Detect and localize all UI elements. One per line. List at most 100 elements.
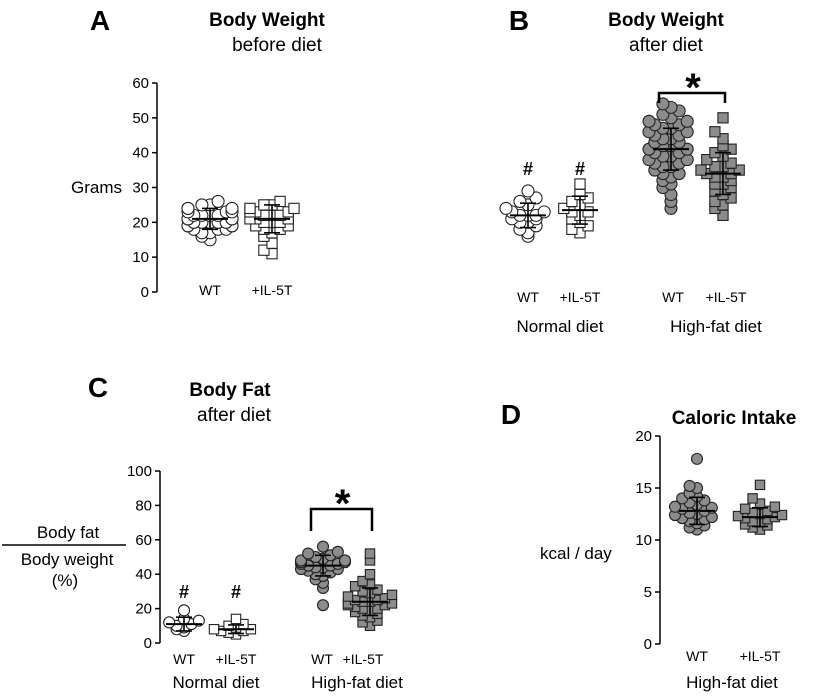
panel-d-y-tick-label: 15	[635, 480, 652, 497]
panel-c-y-tick-label: 60	[135, 532, 152, 549]
panel-c-points: # # *	[163, 482, 398, 640]
panel-b-subtitle: after diet	[629, 35, 704, 56]
data-point	[316, 540, 330, 553]
panel-a: A Body Weight before diet Grams 0 10 20 30 4…	[71, 5, 326, 301]
panel-b-category-wt-normal: WT	[517, 289, 539, 305]
significance-hash: #	[231, 582, 241, 602]
panel-a-y-tick-label: 50	[132, 110, 149, 127]
data-point	[695, 164, 707, 176]
data-point	[225, 201, 239, 215]
panel-b-category-il5t-normal: +IL-5T	[560, 289, 601, 305]
panel-a-title: Body Weight	[209, 10, 325, 31]
panel-a-y-axis: 0 10 20 30 40 50 60	[132, 75, 158, 301]
panel-c-y-tick-label: 100	[127, 463, 152, 480]
data-point	[342, 591, 354, 602]
panel-d-y-tick-label: 20	[635, 428, 652, 445]
data-point	[574, 178, 586, 190]
data-point	[364, 568, 376, 580]
panel-a-y-tick-label: 40	[132, 145, 149, 162]
data-point	[725, 157, 737, 169]
panel-c-y-tick-label: 0	[144, 635, 152, 652]
panel-c-category-il5t-highfat: +IL-5T	[343, 651, 384, 667]
panel-c: C Body Fat after diet Body fat Body weig…	[2, 372, 403, 692]
panel-c-group-normal-diet: Normal diet	[173, 673, 260, 692]
panel-c-y-tick-label: 20	[135, 601, 152, 618]
data-point	[258, 244, 270, 256]
panel-a-category-wt: WT	[199, 282, 221, 298]
data-point	[732, 510, 744, 522]
data-point	[163, 616, 176, 629]
panel-c-y-axis-label-unit: (%)	[52, 571, 78, 590]
significance-bracket	[657, 91, 727, 103]
data-point	[709, 126, 721, 138]
data-point	[177, 604, 191, 617]
panel-a-y-tick-label: 60	[132, 75, 149, 92]
panel-d-category-wt: WT	[686, 648, 708, 664]
significance-bracket	[309, 507, 374, 531]
data-point	[181, 201, 195, 215]
panel-a-y-tick-label: 10	[132, 249, 149, 266]
data-point	[244, 202, 256, 215]
data-point	[754, 479, 766, 491]
significance-hash: #	[523, 159, 533, 179]
panel-a-subtitle: before diet	[232, 35, 323, 56]
data-point	[717, 133, 729, 145]
panel-d-title: Caloric Intake	[672, 408, 797, 429]
panel-a-points	[181, 194, 300, 260]
panel-b-group-high-fat-diet: High-fat diet	[670, 317, 762, 336]
data-point	[499, 201, 513, 215]
data-point	[521, 184, 535, 198]
panel-c-y-axis-label-numerator: Body fat	[37, 523, 100, 542]
significance-star: *	[685, 66, 701, 110]
significance-star: *	[335, 482, 351, 526]
data-point	[642, 114, 656, 128]
data-point	[668, 500, 682, 513]
data-point	[302, 547, 315, 560]
data-point	[558, 202, 570, 215]
data-point	[230, 613, 242, 625]
data-point	[211, 194, 225, 208]
panel-c-y-axis: 0 20 40 60 80 100	[127, 463, 161, 652]
panel-a-category-il5t: +IL-5T	[252, 282, 293, 298]
panel-a-y-tick-label: 30	[132, 180, 149, 197]
panel-d-y-axis-label: kcal / day	[540, 544, 612, 563]
data-point	[364, 548, 376, 559]
panel-c-category-il5t-normal: +IL-5T	[216, 651, 257, 667]
significance-hash: #	[575, 159, 585, 179]
panel-c-category-wt-normal: WT	[173, 651, 195, 667]
data-point	[513, 194, 527, 208]
data-point	[739, 503, 751, 515]
panel-b-group-normal-diet: Normal diet	[517, 317, 604, 336]
data-point	[733, 164, 745, 176]
data-point	[208, 624, 220, 635]
data-point	[747, 493, 758, 504]
panel-a-y-axis-label: Grams	[71, 178, 122, 197]
panel-letter-d: D	[501, 399, 521, 430]
panel-b-title: Body Weight	[608, 10, 724, 31]
data-point	[582, 206, 594, 218]
significance-hash: #	[179, 582, 189, 602]
panel-d-group-high-fat-diet: High-fat diet	[686, 673, 778, 692]
panel-letter-a: A	[90, 5, 110, 36]
panel-d-y-tick-label: 0	[644, 636, 652, 653]
panel-a-y-tick-label: 0	[141, 284, 149, 301]
panel-d-y-tick-label: 10	[635, 532, 652, 549]
panel-b-points: # # *	[499, 66, 745, 243]
data-point	[357, 575, 368, 587]
panel-c-y-tick-label: 40	[135, 566, 152, 583]
panel-a-y-tick-label: 20	[132, 214, 149, 231]
panel-c-y-axis-label-denominator: Body weight	[21, 550, 114, 569]
panel-b: B Body Weight after diet # # * WT +IL-5T W…	[499, 5, 762, 336]
panel-b-category-il5t-highfat: +IL-5T	[706, 289, 747, 305]
data-point	[288, 202, 300, 215]
data-point	[690, 452, 704, 465]
panel-b-category-wt-highfat: WT	[662, 289, 684, 305]
panel-d-y-axis: 0 5 10 15 20	[635, 428, 661, 653]
data-point	[223, 620, 234, 632]
data-point	[683, 479, 696, 492]
data-point	[776, 509, 788, 521]
data-point	[274, 195, 286, 208]
data-point	[386, 589, 398, 601]
